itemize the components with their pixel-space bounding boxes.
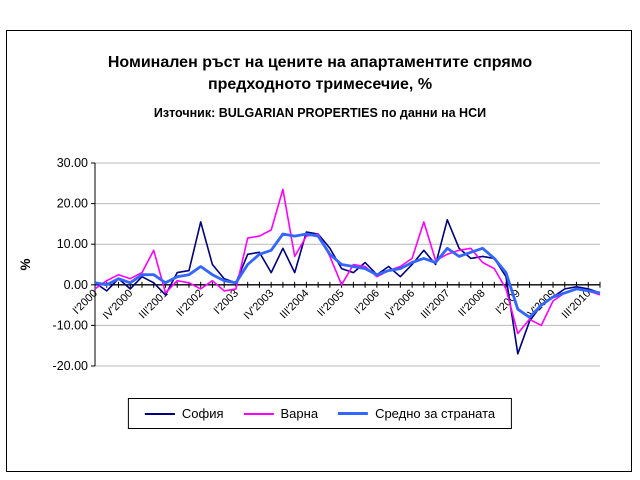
legend-item-1: София (144, 406, 224, 421)
legend-line-swatch (338, 412, 369, 415)
legend-item-2: Варна (243, 406, 319, 421)
legend-label: София (181, 406, 224, 421)
x-tick-label: I'2000 (71, 287, 100, 316)
legend: София Варна Средно за страната (127, 398, 513, 429)
chart-source-subtitle: Източник: BULGARIAN PROPERTIES по данни … (153, 106, 487, 120)
y-tick-label: -20.00 (53, 359, 88, 373)
y-tick-label: 30.00 (57, 156, 88, 170)
y-tick-label: 0.00 (64, 278, 88, 292)
x-tick-label: III'2007 (419, 287, 453, 321)
x-tick-label: II'2008 (456, 287, 488, 319)
x-tick-label: IV'2000 (101, 287, 136, 322)
x-tick-label: I'2006 (353, 287, 382, 316)
y-axis-label: % (18, 258, 33, 270)
legend-item-3: Средно за страната (338, 406, 495, 421)
x-tick-label: II'2005 (315, 287, 347, 319)
series-line-3 (94, 232, 601, 319)
legend-line-swatch (243, 412, 274, 415)
legend-label: Варна (280, 406, 319, 421)
chart-title: Номинален ръст на цените на апартаментит… (107, 54, 533, 94)
y-tick-label: 10.00 (57, 237, 88, 251)
y-tick-label: -10.00 (53, 318, 88, 332)
series-line-2 (94, 188, 601, 335)
x-tick-label: I'2003 (212, 287, 241, 316)
x-tick-label: IV'2003 (242, 287, 277, 322)
x-tick-label: II'2002 (174, 287, 206, 319)
legend-label: Средно за страната (375, 406, 496, 421)
y-tick-label: 20.00 (57, 197, 88, 211)
x-tick-label: III'2004 (278, 287, 312, 321)
series-line-1 (94, 219, 601, 355)
x-tick-label: IV'2006 (383, 287, 418, 322)
legend-line-swatch (144, 412, 175, 415)
